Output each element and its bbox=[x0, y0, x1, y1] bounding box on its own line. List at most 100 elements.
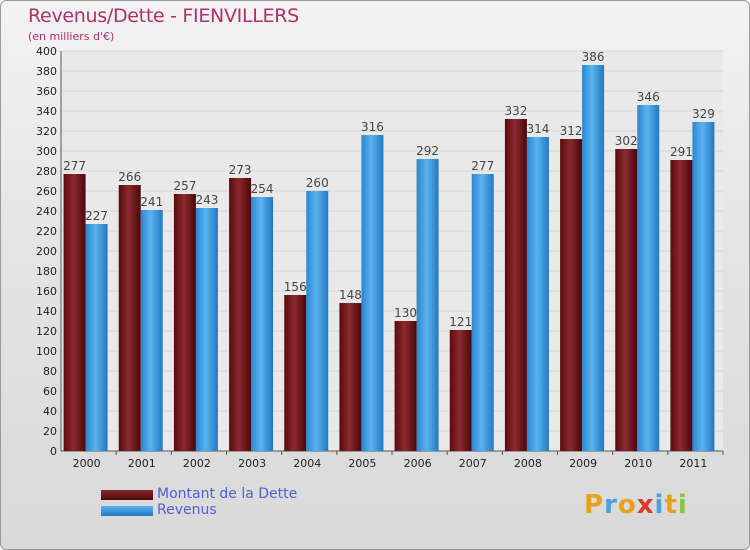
data-label: 254 bbox=[251, 182, 274, 196]
data-label: 277 bbox=[471, 159, 494, 173]
legend-label-dette: Montant de la Dette bbox=[157, 486, 298, 502]
data-label: 314 bbox=[526, 122, 549, 136]
data-label: 257 bbox=[173, 179, 196, 193]
y-tick-label: 20 bbox=[43, 425, 57, 438]
bar-dette bbox=[615, 149, 638, 451]
data-label: 227 bbox=[85, 209, 108, 223]
bar-dette bbox=[63, 174, 86, 451]
data-label: 266 bbox=[118, 170, 141, 184]
y-tick-label: 300 bbox=[36, 145, 57, 158]
x-tick-label: 2008 bbox=[514, 457, 542, 470]
y-tick-label: 280 bbox=[36, 165, 57, 178]
y-tick-label: 180 bbox=[36, 265, 57, 278]
data-label: 156 bbox=[284, 280, 307, 294]
bar-revenus bbox=[471, 174, 494, 451]
data-label: 241 bbox=[140, 195, 163, 209]
data-label: 121 bbox=[449, 315, 472, 329]
chart-title: Revenus/Dette - FIENVILLERS bbox=[28, 5, 299, 27]
data-label: 243 bbox=[195, 193, 218, 207]
y-tick-label: 380 bbox=[36, 65, 57, 78]
y-tick-label: 400 bbox=[36, 45, 57, 58]
data-label: 260 bbox=[306, 176, 329, 190]
x-tick-label: 2004 bbox=[293, 457, 321, 470]
bar-revenus bbox=[416, 159, 439, 451]
x-tick-label: 2003 bbox=[238, 457, 266, 470]
logo-letter: o bbox=[617, 490, 637, 520]
y-tick-label: 220 bbox=[36, 225, 57, 238]
y-tick-label: 160 bbox=[36, 285, 57, 298]
chart-subtitle: (en milliers d'€) bbox=[28, 30, 115, 43]
bar-revenus bbox=[306, 191, 329, 451]
legend-swatch-dette bbox=[101, 490, 153, 500]
data-label: 130 bbox=[394, 306, 417, 320]
data-label: 346 bbox=[637, 90, 660, 104]
logo-letter: r bbox=[604, 490, 618, 520]
y-tick-label: 320 bbox=[36, 125, 57, 138]
y-tick-label: 240 bbox=[36, 205, 57, 218]
bar-dette bbox=[560, 139, 583, 451]
y-tick-label: 100 bbox=[36, 345, 57, 358]
data-label: 332 bbox=[504, 104, 527, 118]
x-tick-label: 2000 bbox=[73, 457, 101, 470]
x-tick-label: 2011 bbox=[679, 457, 707, 470]
bar-revenus bbox=[251, 197, 274, 451]
y-tick-label: 260 bbox=[36, 185, 57, 198]
x-tick-label: 2002 bbox=[183, 457, 211, 470]
y-tick-label: 340 bbox=[36, 105, 57, 118]
logo-letter: t bbox=[664, 490, 678, 520]
data-label: 316 bbox=[361, 120, 384, 134]
bar-revenus bbox=[637, 105, 660, 451]
legend-label-revenus: Revenus bbox=[157, 502, 217, 518]
data-label: 148 bbox=[339, 288, 362, 302]
proxiti-logo: Proxiti bbox=[584, 490, 688, 520]
data-label: 273 bbox=[229, 163, 252, 177]
bar-dette bbox=[449, 330, 472, 451]
data-label: 312 bbox=[560, 124, 583, 138]
x-tick-label: 2001 bbox=[128, 457, 156, 470]
y-tick-label: 60 bbox=[43, 385, 57, 398]
data-label: 386 bbox=[582, 50, 605, 64]
data-label: 329 bbox=[692, 107, 715, 121]
logo-letter: i bbox=[654, 490, 665, 520]
bar-revenus bbox=[195, 208, 218, 451]
data-label: 277 bbox=[63, 159, 86, 173]
axes: 0 20 40 60 80 100 120 140 160 180 200 220 240 260 280 3… bbox=[36, 45, 724, 470]
bar-dette bbox=[394, 321, 417, 451]
data-label: 302 bbox=[615, 134, 638, 148]
bar-revenus bbox=[526, 137, 549, 451]
gridlines bbox=[61, 50, 723, 452]
y-tick-label: 40 bbox=[43, 405, 57, 418]
bar-dette bbox=[339, 303, 362, 451]
x-tick-label: 2006 bbox=[404, 457, 432, 470]
y-tick-label: 140 bbox=[36, 305, 57, 318]
bar-dette bbox=[173, 194, 196, 451]
bar-dette bbox=[504, 119, 527, 451]
bar-dette bbox=[118, 185, 141, 451]
x-tick-label: 2005 bbox=[348, 457, 376, 470]
bar-revenus bbox=[582, 65, 605, 451]
logo-letter: i bbox=[677, 490, 688, 520]
x-tick-label: 2010 bbox=[624, 457, 652, 470]
bar-revenus bbox=[140, 210, 163, 451]
x-tick-label: 2009 bbox=[569, 457, 597, 470]
y-tick-label: 360 bbox=[36, 85, 57, 98]
y-tick-label: 200 bbox=[36, 245, 57, 258]
bar-dette bbox=[670, 160, 693, 451]
bars bbox=[63, 65, 715, 451]
data-label: 291 bbox=[670, 145, 693, 159]
bar-dette bbox=[284, 295, 307, 451]
logo-letter: x bbox=[636, 490, 655, 520]
bar-revenus bbox=[361, 135, 384, 451]
bar-revenus bbox=[85, 224, 108, 451]
logo-letter: P bbox=[584, 490, 605, 520]
bar-revenus bbox=[692, 122, 715, 451]
x-tick-label: 2007 bbox=[459, 457, 487, 470]
data-label: 292 bbox=[416, 144, 439, 158]
legend-swatch-revenus bbox=[101, 506, 153, 516]
y-tick-label: 0 bbox=[50, 445, 57, 458]
y-tick-label: 120 bbox=[36, 325, 57, 338]
y-tick-label: 80 bbox=[43, 365, 57, 378]
